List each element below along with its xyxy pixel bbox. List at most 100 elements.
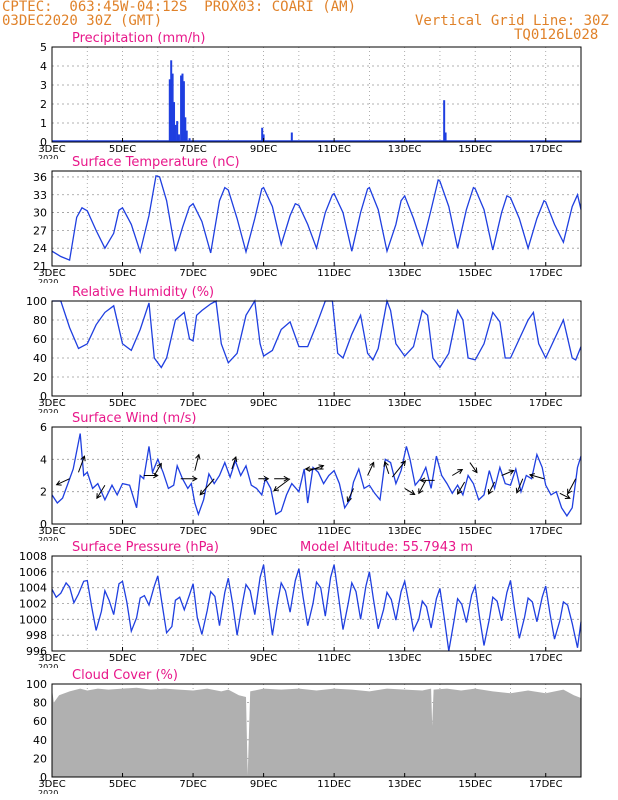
wind-arrowhead	[80, 455, 86, 462]
cloud-cover-xtick-label: 7DEC	[179, 779, 206, 790]
cloud-cover-ytick-label: 0	[40, 771, 47, 784]
wind-xtick-label: 7DEC	[179, 526, 206, 537]
precipitation-frame	[51, 46, 582, 143]
cloud-cover-xtick-label: 5DEC	[109, 779, 136, 790]
wind-direction-arrow	[153, 463, 162, 476]
wind-xtick-label: 9DEC	[250, 526, 277, 537]
humidity-xtick-label: 3DEC	[38, 398, 65, 409]
temperature-xtick-label: 11DEC	[317, 268, 351, 279]
cloud-cover-area	[52, 687, 581, 777]
wind-ytick-label: 4	[40, 453, 47, 466]
wind-direction-arrow	[516, 478, 524, 493]
humidity-line	[52, 298, 582, 369]
wind-arrowhead	[199, 489, 206, 496]
temperature-ytick-label: 27	[33, 224, 47, 237]
pressure-ytick-label: 998	[26, 629, 47, 642]
wind-direction-arrow	[347, 488, 354, 502]
wind-arrowhead	[55, 480, 62, 486]
wind-xtick-label: 11DEC	[317, 526, 351, 537]
precipitation-title: Precipitation (mm/h)	[72, 31, 205, 46]
precipitation-bar	[185, 130, 188, 142]
cloud-cover-ytick-label: 80	[33, 697, 47, 710]
wind-arrowhead	[515, 487, 522, 494]
wind-direction-arrow	[559, 492, 571, 499]
precipitation-year-label: 2020	[38, 154, 58, 163]
pressure-ytick-label: 1006	[19, 566, 47, 579]
wind-ytick-label: 0	[40, 518, 47, 531]
temperature-title: Surface Temperature (nC)	[72, 155, 240, 170]
wind-panel: 0 2 4 6 3DEC 5DEC 7DEC 9DEC 11DEC 13DEC 15DEC 17DEC…	[38, 411, 582, 545]
wind-xtick-label: 13DEC	[388, 526, 422, 537]
humidity-xtick-label: 15DEC	[458, 398, 492, 409]
precipitation-xtick-label: 9DEC	[250, 144, 277, 155]
wind-arrowhead	[457, 488, 463, 495]
precipitation-xtick-label: 11DEC	[317, 144, 351, 155]
wind-direction-arrow	[404, 488, 415, 495]
wind-direction-arrow	[309, 465, 324, 472]
precipitation-ytick-label: 2	[40, 98, 47, 111]
pressure-ytick-label: 996	[26, 645, 47, 658]
wind-arrowhead	[283, 475, 290, 482]
wind-year-label: 2020	[38, 536, 58, 545]
precipitation-xtick-label: 17DEC	[529, 144, 563, 155]
precipitation-ytick-label: 4	[40, 60, 47, 73]
wind-direction-arrow	[367, 462, 375, 476]
precipitation-bar	[177, 134, 180, 142]
precipitation-xtick-label: 13DEC	[388, 144, 422, 155]
pressure-xtick-label: 15DEC	[458, 653, 492, 664]
wind-arrowhead	[346, 496, 352, 503]
wind-direction-arrow	[384, 461, 390, 475]
cloud-cover-frame	[51, 683, 582, 778]
temperature-ytick-label: 30	[33, 207, 47, 220]
wind-arrowhead	[472, 467, 478, 474]
precipitation-bar	[173, 102, 176, 142]
temperature-xtick-label: 13DEC	[388, 268, 422, 279]
precipitation-ytick-label: 0	[40, 136, 47, 149]
temperature-ytick-label: 24	[33, 242, 47, 255]
meteogram-header: CPTEC: 063:45W-04:12S PROX03: COARI (AM)…	[0, 0, 618, 46]
temperature-xtick-label: 17DEC	[529, 268, 563, 279]
pressure-year-label: 2020	[38, 663, 58, 672]
pressure-xtick-label: 13DEC	[388, 653, 422, 664]
wind-arrowhead	[304, 466, 311, 472]
cloud-cover-ytick-label: 20	[33, 752, 47, 765]
humidity-ytick-label: 60	[33, 333, 47, 346]
wind-direction-arrow	[457, 481, 466, 495]
wind-arrowhead	[195, 453, 201, 460]
pressure-panel: 996 998 1000 1002 1004 1006 1008 3DEC 5DEC 7DEC 9D…	[19, 540, 582, 672]
precipitation-bar	[188, 138, 191, 142]
wind-arrowhead	[273, 485, 280, 492]
precipitation-bar	[182, 81, 185, 142]
humidity-xtick-label: 11DEC	[317, 398, 351, 409]
header-station-line: CPTEC: 063:45W-04:12S PROX03: COARI (AM)	[2, 0, 357, 15]
cloud-cover-xtick-label: 17DEC	[529, 779, 563, 790]
pressure-xtick-label: 7DEC	[179, 653, 206, 664]
precipitation-panel: 0 1 2 3 4 5 3DEC 5DEC 7DEC 9DEC 11DEC 13DEC 15DEC 17D…	[38, 31, 582, 163]
wind-arrowhead	[318, 464, 325, 470]
temperature-ytick-label: 33	[33, 189, 47, 202]
temperature-xtick-label: 9DEC	[250, 268, 277, 279]
wind-direction-arrow	[488, 481, 496, 495]
pressure-xtick-label: 9DEC	[250, 653, 277, 664]
cloud-cover-xtick-label: 3DEC	[38, 779, 65, 790]
cloud-cover-year-label: 2020	[38, 789, 58, 798]
humidity-panel: 0 20 40 60 80 100 3DEC 5DEC 7DEC 9DEC 11DEC 13DEC 15…	[26, 285, 582, 417]
wind-direction-arrow	[231, 456, 237, 470]
cloud-cover-panel: 0 20 40 60 80 100 3DEC 5DEC 7DEC 9DEC 11DEC 13DEC 15…	[26, 668, 582, 798]
humidity-xtick-label: 7DEC	[179, 398, 206, 409]
humidity-ytick-label: 80	[33, 314, 47, 327]
wind-arrowhead	[508, 469, 515, 475]
wind-direction-arrow	[391, 460, 406, 478]
precipitation-ytick-label: 1	[40, 117, 47, 130]
wind-direction-arrow	[452, 469, 463, 476]
temperature-xtick-label: 7DEC	[179, 268, 206, 279]
precipitation-bar	[171, 73, 174, 142]
humidity-xtick-label: 9DEC	[250, 398, 277, 409]
header-run-date: 03DEC2020 30Z (GMT)	[2, 13, 163, 29]
humidity-ytick-label: 0	[40, 390, 47, 403]
precipitation-ytick-label: 5	[40, 41, 47, 54]
precipitation-bar	[184, 117, 187, 142]
temperature-xtick-label: 3DEC	[38, 268, 65, 279]
precipitation-xtick-label: 15DEC	[458, 144, 492, 155]
